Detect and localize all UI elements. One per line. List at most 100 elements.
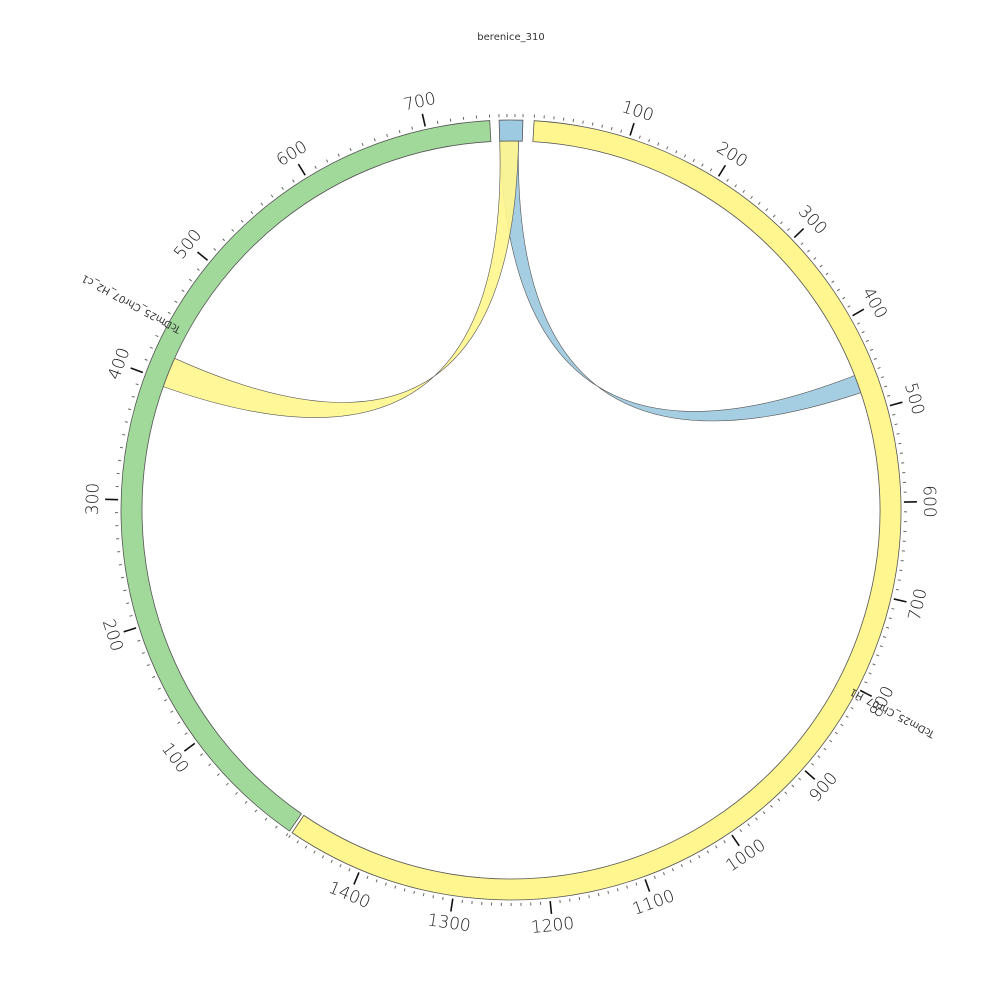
minor-tick [869,348,874,351]
minor-tick [780,221,783,225]
minor-tick [123,589,127,592]
tick-label: 100 [157,739,192,777]
minor-tick [296,840,299,844]
minor-tick [394,885,397,889]
minor-tick [288,834,291,838]
minor-tick [616,888,619,892]
minor-tick [610,126,613,131]
minor-tick [149,346,153,349]
minor-tick [386,133,389,138]
minor-tick [850,707,854,710]
minor-tick [817,755,821,759]
minor-tick [403,888,406,892]
minor-tick [845,715,849,718]
minor-tick [375,879,378,883]
minor-tick [270,194,274,198]
minor-tick [734,184,738,188]
minor-tick [373,138,376,142]
minor-tick [137,639,141,642]
minor-tick [141,651,145,655]
minor-tick [292,179,295,183]
minor-tick [757,201,761,205]
minor-tick [216,773,220,776]
minor-tick [701,163,704,167]
minor-tick [131,395,135,398]
ideogram-berenice-310 [498,119,524,142]
minor-tick [607,890,610,894]
minor-tick [861,331,865,334]
minor-tick [254,809,258,813]
minor-tick [152,675,156,679]
minor-tick [240,219,244,223]
minor-tick [825,272,829,276]
major-tick [549,900,553,915]
minor-tick [181,289,185,293]
minor-tick [411,126,414,130]
tick-label: 600 [273,137,311,171]
minor-tick [120,576,124,579]
minor-tick [877,367,881,370]
minor-tick [880,376,885,379]
minor-tick [653,875,656,879]
minor-tick [671,868,674,872]
minor-tick [264,817,268,821]
minor-tick [840,723,844,727]
minor-tick [831,280,835,284]
minor-tick [620,129,623,133]
minor-tick [275,825,278,829]
major-tick [450,898,454,912]
minor-tick [129,614,133,617]
minor-tick [892,413,896,416]
minor-tick [348,868,351,872]
minor-tick [144,358,148,361]
minor-tick [635,882,638,886]
minor-tick [879,645,883,648]
segment-label-berenice-310: berenice_310 [477,32,544,43]
tick-label: 1000 [722,835,769,876]
minor-tick [800,242,804,246]
minor-tick [755,817,758,821]
minor-tick [857,322,861,325]
minor-tick [898,442,902,445]
minor-tick [422,893,425,897]
minor-tick [313,850,316,854]
minor-tick [807,249,811,253]
minor-tick [638,135,641,139]
minor-tick [361,142,364,147]
minor-tick [250,211,254,215]
minor-tick [597,893,600,897]
minor-tick [709,168,713,172]
major-tick [893,598,907,603]
minor-tick [819,264,823,268]
minor-tick [847,305,851,308]
minor-tick [777,798,781,802]
minor-tick [885,626,890,629]
minor-tick [787,228,790,231]
tick-label: 1200 [530,914,575,938]
minor-tick [798,777,802,781]
minor-tick [225,782,229,786]
minor-tick [791,784,795,788]
minor-tick [222,238,226,242]
major-tick [421,113,426,127]
minor-tick [836,288,840,292]
minor-tick [706,850,710,854]
minor-tick [339,864,342,868]
minor-tick [398,129,401,134]
segment-label-tcdm25-chr07-h2-c1: TcDm25_Chr07_H2_c1 [80,272,184,335]
tick-label: 600 [919,485,940,518]
tick-label: 200 [713,138,751,172]
minor-tick [876,654,880,657]
minor-tick [873,357,877,360]
tick-label: 300 [83,483,104,516]
minor-tick [244,800,248,804]
minor-tick [384,882,387,886]
major-tick [196,251,209,261]
minor-tick [872,663,876,666]
minor-tick [325,159,329,163]
minor-tick [163,699,167,702]
minor-tick [578,896,581,901]
links-layer [162,140,862,422]
minor-tick [285,833,289,837]
